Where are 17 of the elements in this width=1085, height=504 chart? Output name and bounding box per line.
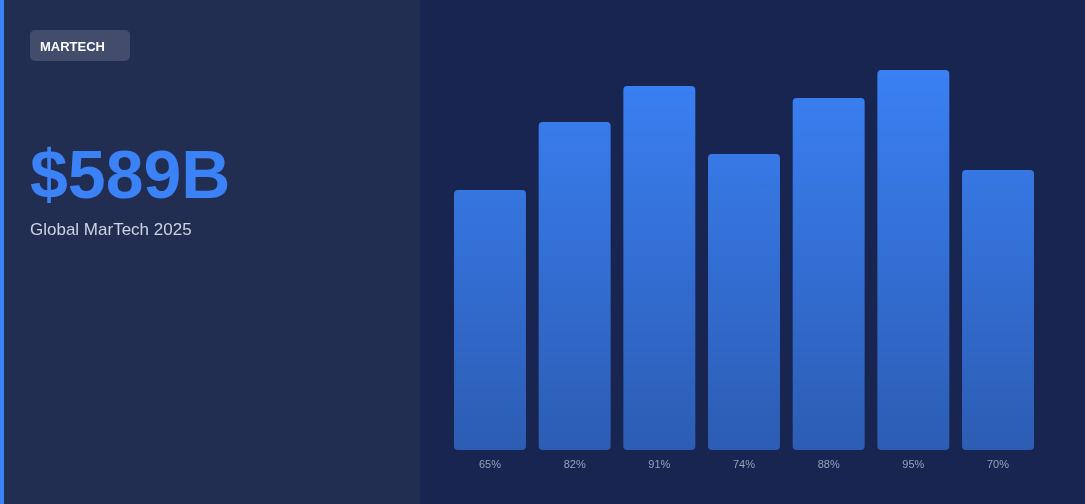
bar — [538, 122, 611, 450]
text: Global MarTech 2025 — [30, 220, 192, 239]
bar — [792, 98, 865, 450]
data-label: 82% — [563, 458, 586, 470]
data-label: 88% — [817, 458, 840, 470]
bar — [454, 190, 526, 450]
data-label: 70% — [987, 458, 1010, 470]
bar — [708, 154, 780, 450]
data-label: 91% — [648, 458, 671, 470]
data-label: 74% — [732, 458, 756, 470]
bar — [962, 170, 1034, 450]
text: $589B — [30, 136, 231, 212]
data-label: 95% — [902, 458, 925, 470]
bar — [877, 70, 950, 450]
bar — [623, 86, 696, 450]
data-label: 65% — [478, 458, 502, 470]
text: MARTECH — [40, 39, 105, 54]
